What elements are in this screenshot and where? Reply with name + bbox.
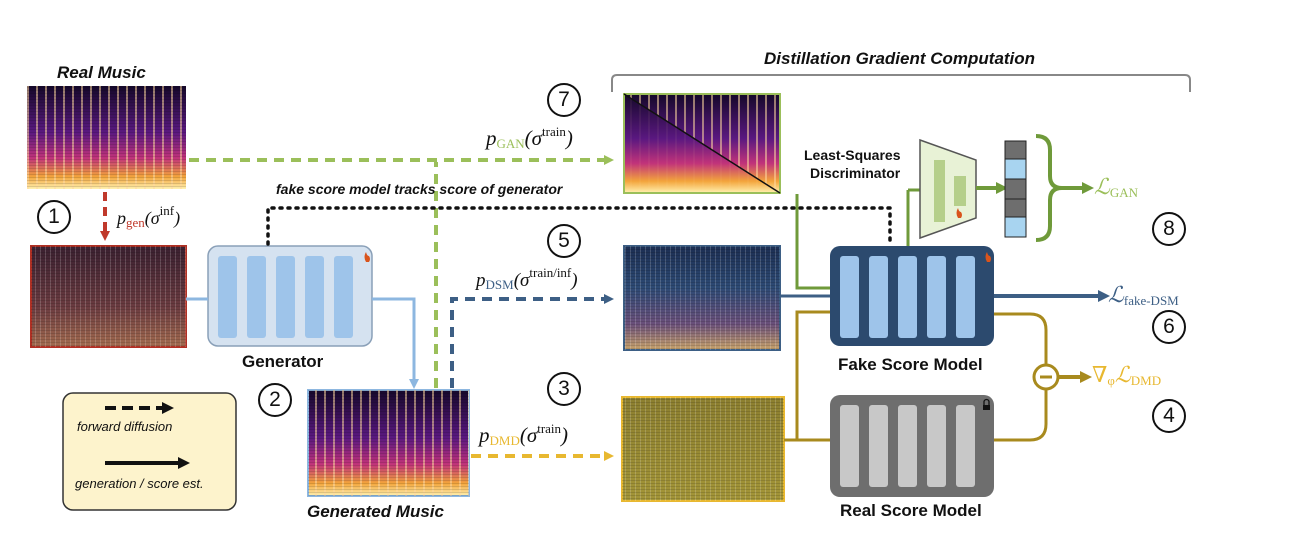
curly-brace — [1035, 134, 1063, 242]
loss-gan-label: ℒGAN — [1094, 174, 1139, 200]
real-music-spectrogram — [27, 86, 186, 189]
loss-fake-dsm-label: ℒfake-DSM — [1108, 282, 1179, 308]
legend-generation-label: generation / score est. — [75, 476, 204, 491]
title: Distillation Gradient Computation — [764, 49, 1036, 68]
generated-music-spectrogram — [307, 389, 470, 497]
discriminator-output-vector — [1004, 140, 1027, 238]
p-dsm-label: pDSM(σtrain/inf) — [476, 265, 578, 292]
step-5-badge: 5 — [547, 224, 581, 258]
real-score-model-label: Real Score Model — [840, 501, 982, 520]
tracking-note: fake score model tracks score of generat… — [276, 181, 563, 197]
tracking-dotted-line — [266, 206, 892, 248]
discriminator-label-line2: Discriminator — [810, 165, 901, 181]
arrow-pdsm — [450, 294, 614, 388]
generator-box — [207, 245, 373, 347]
noised-real-spectrogram — [30, 245, 187, 348]
title-bracket — [611, 74, 1191, 92]
p-gan-label: pGAN(σtrain) — [486, 124, 573, 151]
p-gen-label: pgen(σinf) — [117, 203, 181, 230]
fake-score-model-label: Fake Score Model — [838, 355, 983, 374]
dmd-spectrogram — [621, 396, 785, 502]
connector-real-minus — [994, 390, 1048, 442]
step-1-badge: 1 — [37, 200, 71, 234]
connector-generator-output — [372, 297, 419, 389]
generated-music-label: Generated Music — [307, 502, 444, 521]
legend-forward-label: forward diffusion — [77, 419, 173, 434]
dmd-gradient-label: ∇φℒDMD — [1092, 362, 1162, 388]
step-4-badge: 4 — [1152, 399, 1186, 433]
dsm-spectrogram — [623, 245, 781, 351]
step-2-badge: 2 — [258, 383, 292, 417]
connector-dmd-fake — [784, 310, 832, 442]
step-7-badge: 7 — [547, 83, 581, 117]
fake-score-model — [830, 246, 994, 346]
step-3-badge: 3 — [547, 372, 581, 406]
real-music-label: Real Music — [57, 63, 146, 82]
discriminator-label-line1: Least-Squares — [804, 147, 901, 163]
step-6-badge: 6 — [1152, 310, 1186, 344]
gan-spectrogram — [623, 93, 781, 194]
real-score-model — [830, 395, 994, 497]
legend-box — [62, 392, 237, 511]
p-dmd-label: pDMD(σtrain) — [479, 421, 569, 448]
connector-fake-minus — [994, 312, 1048, 364]
step-8-badge: 8 — [1152, 212, 1186, 246]
discriminator — [919, 138, 977, 240]
generator-label: Generator — [242, 352, 324, 371]
connector-gan-fake — [795, 194, 832, 290]
